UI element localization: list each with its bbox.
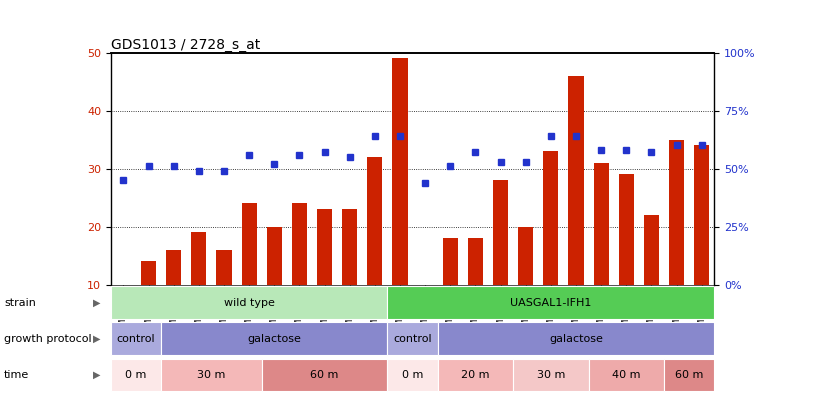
Text: growth protocol: growth protocol bbox=[4, 334, 92, 344]
Bar bbox=[241, 203, 257, 285]
Text: ▶: ▶ bbox=[93, 298, 101, 308]
Bar bbox=[438, 358, 513, 391]
Text: 0 m: 0 m bbox=[126, 370, 147, 380]
Text: 30 m: 30 m bbox=[537, 370, 565, 380]
Text: control: control bbox=[393, 334, 432, 344]
Bar bbox=[388, 322, 438, 355]
Bar bbox=[513, 358, 589, 391]
Bar bbox=[111, 358, 161, 391]
Bar bbox=[493, 180, 508, 285]
Bar bbox=[392, 58, 407, 285]
Bar bbox=[669, 140, 684, 285]
Bar bbox=[342, 209, 357, 285]
Text: 30 m: 30 m bbox=[197, 370, 226, 380]
Bar bbox=[468, 238, 483, 285]
Text: UASGAL1-IFH1: UASGAL1-IFH1 bbox=[510, 298, 591, 308]
Text: GDS1013 / 2728_s_at: GDS1013 / 2728_s_at bbox=[111, 38, 260, 51]
Bar bbox=[544, 151, 558, 285]
Bar bbox=[664, 358, 714, 391]
Bar bbox=[594, 163, 608, 285]
Text: 40 m: 40 m bbox=[612, 370, 640, 380]
Bar bbox=[619, 175, 634, 285]
Bar bbox=[111, 322, 161, 355]
Bar bbox=[317, 209, 332, 285]
Bar bbox=[166, 250, 181, 285]
Bar bbox=[111, 286, 388, 319]
Text: galactose: galactose bbox=[247, 334, 301, 344]
Bar bbox=[217, 250, 232, 285]
Bar bbox=[262, 358, 388, 391]
Text: ▶: ▶ bbox=[93, 370, 101, 380]
Bar bbox=[388, 358, 438, 391]
Bar bbox=[267, 227, 282, 285]
Bar bbox=[161, 322, 388, 355]
Text: ▶: ▶ bbox=[93, 334, 101, 344]
Text: wild type: wild type bbox=[223, 298, 274, 308]
Bar bbox=[438, 322, 714, 355]
Bar bbox=[443, 238, 458, 285]
Bar bbox=[644, 215, 659, 285]
Text: time: time bbox=[4, 370, 30, 380]
Bar bbox=[141, 261, 156, 285]
Text: 0 m: 0 m bbox=[401, 370, 424, 380]
Bar bbox=[568, 76, 584, 285]
Bar bbox=[161, 358, 262, 391]
Bar bbox=[695, 145, 709, 285]
Text: 60 m: 60 m bbox=[310, 370, 339, 380]
Bar bbox=[367, 157, 383, 285]
Bar bbox=[388, 286, 714, 319]
Bar bbox=[518, 227, 534, 285]
Text: control: control bbox=[117, 334, 155, 344]
Bar bbox=[191, 232, 206, 285]
Text: 60 m: 60 m bbox=[675, 370, 704, 380]
Text: strain: strain bbox=[4, 298, 36, 308]
Bar bbox=[589, 358, 664, 391]
Text: 20 m: 20 m bbox=[461, 370, 489, 380]
Bar bbox=[292, 203, 307, 285]
Text: galactose: galactose bbox=[549, 334, 603, 344]
